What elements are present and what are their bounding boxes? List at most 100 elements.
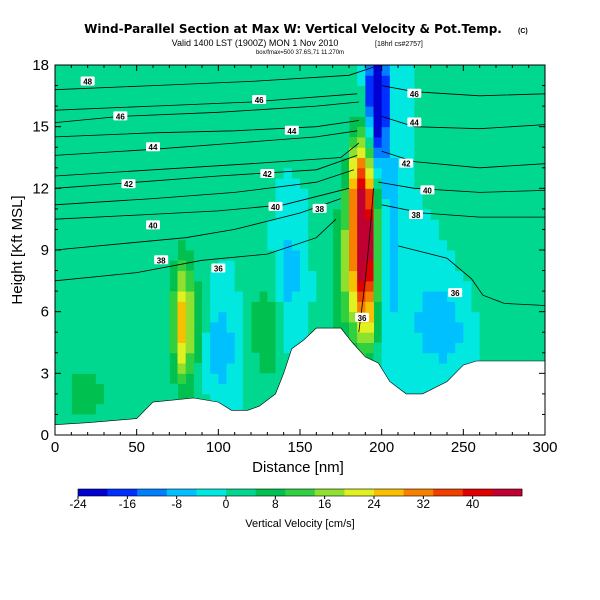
- velocity-cell: [340, 95, 350, 107]
- velocity-cell: [55, 260, 64, 272]
- velocity-cell: [120, 219, 129, 230]
- velocity-cell: [512, 342, 521, 354]
- velocity-cell: [398, 239, 407, 251]
- velocity-cell: [202, 250, 211, 261]
- velocity-cell: [161, 147, 170, 158]
- velocity-cell: [381, 342, 391, 354]
- velocity-cell: [316, 321, 325, 333]
- velocity-cell: [365, 250, 374, 261]
- velocity-cell: [71, 198, 80, 210]
- velocity-cell: [218, 270, 227, 282]
- velocity-cell: [389, 280, 399, 292]
- velocity-cell: [365, 167, 374, 179]
- velocity-cell: [357, 75, 366, 87]
- velocity-cell: [153, 126, 162, 138]
- velocity-cell: [300, 311, 309, 323]
- velocity-cell: [398, 291, 407, 302]
- velocity-cell: [398, 250, 407, 261]
- velocity-cell: [71, 342, 80, 354]
- velocity-cell: [536, 136, 545, 148]
- velocity-cell: [479, 178, 489, 189]
- velocity-cell: [455, 250, 464, 261]
- velocity-cell: [283, 178, 293, 189]
- velocity-cell: [136, 208, 146, 220]
- velocity-cell: [463, 260, 472, 272]
- velocity-cell: [398, 383, 407, 395]
- velocity-cell: [504, 250, 513, 261]
- velocity-cell: [512, 106, 521, 117]
- velocity-cell: [406, 270, 415, 282]
- velocity-cell: [536, 147, 545, 158]
- velocity-cell: [210, 291, 219, 302]
- velocity-cell: [153, 239, 162, 251]
- velocity-cell: [104, 332, 113, 343]
- velocity-cell: [291, 239, 301, 251]
- velocity-cell: [128, 116, 138, 128]
- velocity-cell: [104, 291, 113, 302]
- velocity-cell: [79, 291, 89, 302]
- velocity-cell: [455, 208, 464, 220]
- velocity-cell: [234, 136, 244, 148]
- velocity-cell: [55, 311, 64, 323]
- velocity-cell: [381, 188, 391, 200]
- velocity-cell: [120, 157, 129, 169]
- velocity-cell: [496, 219, 505, 230]
- velocity-cell: [136, 219, 146, 230]
- velocity-cell: [398, 65, 407, 76]
- velocity-cell: [104, 321, 113, 333]
- velocity-cell: [520, 229, 530, 241]
- velocity-cell: [389, 147, 399, 158]
- velocity-cell: [120, 363, 129, 374]
- velocity-cell: [447, 332, 456, 343]
- velocity-cell: [202, 147, 211, 158]
- velocity-cell: [479, 270, 489, 282]
- velocity-cell: [95, 280, 105, 292]
- velocity-cell: [104, 208, 113, 220]
- velocity-cell: [87, 136, 97, 148]
- velocity-cell: [471, 280, 481, 292]
- velocity-cell: [438, 157, 448, 169]
- svg-text:46: 46: [410, 90, 419, 99]
- velocity-cell: [349, 239, 358, 251]
- velocity-cell: [267, 95, 276, 107]
- velocity-cell: [479, 75, 489, 87]
- velocity-cell: [55, 178, 64, 189]
- velocity-cell: [153, 270, 162, 282]
- velocity-cell: [389, 126, 399, 138]
- velocity-cell: [251, 291, 260, 302]
- velocity-cell: [536, 157, 545, 169]
- x-tick-label: 150: [287, 439, 312, 456]
- velocity-cell: [528, 85, 538, 97]
- colorbar-swatch: [314, 489, 345, 496]
- velocity-cell: [63, 106, 72, 117]
- velocity-cell: [455, 65, 464, 76]
- velocity-cell: [87, 311, 97, 323]
- velocity-cell: [373, 280, 383, 292]
- velocity-cell: [414, 65, 423, 76]
- velocity-cell: [438, 116, 448, 128]
- velocity-cell: [193, 147, 203, 158]
- velocity-cell: [349, 198, 358, 210]
- velocity-cell: [406, 167, 415, 179]
- velocity-cell: [316, 147, 325, 158]
- velocity-cell: [471, 270, 481, 282]
- colorbar-frame: [77, 488, 523, 497]
- velocity-cell: [71, 332, 80, 343]
- velocity-cell: [275, 239, 285, 251]
- velocity-cell: [71, 311, 80, 323]
- velocity-cell: [136, 332, 146, 343]
- velocity-cell: [349, 301, 358, 313]
- velocity-cell: [153, 85, 162, 97]
- velocity-cell: [136, 147, 146, 158]
- theta-contour-40: [55, 187, 350, 220]
- velocity-cell: [365, 65, 374, 76]
- velocity-cell: [218, 280, 227, 292]
- velocity-cell: [136, 291, 146, 302]
- velocity-cell: [520, 321, 530, 333]
- velocity-cell: [365, 270, 374, 282]
- velocity-cell: [226, 383, 236, 395]
- velocity-cell: [202, 85, 211, 97]
- velocity-cell: [242, 229, 252, 241]
- velocity-cell: [316, 95, 325, 107]
- velocity-cell: [63, 321, 72, 333]
